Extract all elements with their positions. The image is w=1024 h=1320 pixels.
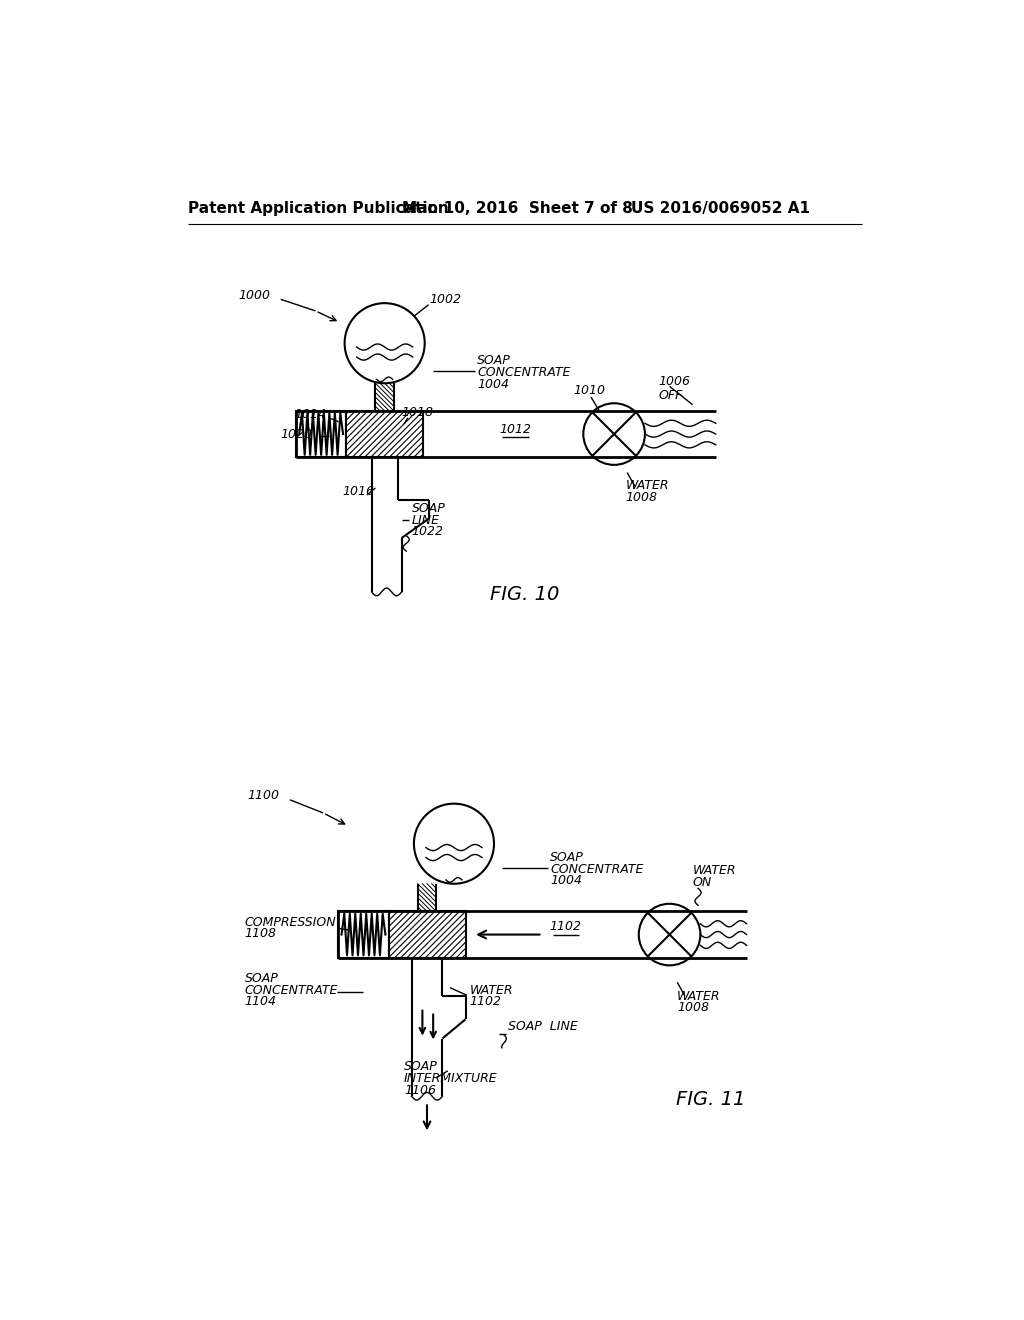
Text: FIG. 10: FIG. 10 <box>490 585 559 603</box>
Text: WATER: WATER <box>692 865 736 878</box>
Text: CONCENTRATE: CONCENTRATE <box>245 983 338 997</box>
Text: WATER: WATER <box>677 990 721 1003</box>
Bar <box>339 911 388 958</box>
Text: CONCENTRATE: CONCENTRATE <box>550 862 644 875</box>
Text: 1008: 1008 <box>677 1001 710 1014</box>
Text: 1100: 1100 <box>248 789 280 803</box>
Text: 1108: 1108 <box>245 927 276 940</box>
Text: LINE: LINE <box>412 513 439 527</box>
Text: SOAP: SOAP <box>550 851 584 865</box>
Text: COMPRESSION: COMPRESSION <box>245 916 336 929</box>
Text: 1000: 1000 <box>239 289 270 302</box>
Text: 1002: 1002 <box>429 293 462 306</box>
Text: Mar. 10, 2016  Sheet 7 of 8: Mar. 10, 2016 Sheet 7 of 8 <box>401 201 633 216</box>
Text: Patent Application Publication: Patent Application Publication <box>188 201 450 216</box>
Text: 1106: 1106 <box>403 1084 436 1097</box>
Text: 1006: 1006 <box>658 375 690 388</box>
Text: 1012: 1012 <box>500 422 531 436</box>
Text: SOAP: SOAP <box>245 972 279 985</box>
Text: 1014: 1014 <box>295 408 327 421</box>
Text: 1008: 1008 <box>626 491 657 504</box>
Text: OFF: OFF <box>658 389 682 403</box>
Text: SOAP: SOAP <box>477 354 511 367</box>
Text: 1018: 1018 <box>401 407 433 418</box>
Text: US 2016/0069052 A1: US 2016/0069052 A1 <box>631 201 810 216</box>
Text: 1020: 1020 <box>281 428 312 441</box>
Text: 1016: 1016 <box>342 484 375 498</box>
Text: ON: ON <box>692 875 712 888</box>
Bar <box>346 411 423 457</box>
Bar <box>296 411 346 457</box>
Text: 1104: 1104 <box>245 995 276 1008</box>
Text: INTERMIXTURE: INTERMIXTURE <box>403 1072 498 1085</box>
Text: FIG. 11: FIG. 11 <box>676 1090 745 1109</box>
Text: 1102: 1102 <box>469 995 502 1008</box>
Text: 1022: 1022 <box>412 525 443 539</box>
Bar <box>388 911 466 958</box>
Text: 1004: 1004 <box>477 378 509 391</box>
Text: SOAP: SOAP <box>412 502 445 515</box>
Text: CONCENTRATE: CONCENTRATE <box>477 366 570 379</box>
Text: WATER: WATER <box>626 479 669 492</box>
Text: 1102: 1102 <box>550 920 582 933</box>
Text: 1004: 1004 <box>550 874 583 887</box>
Text: 1010: 1010 <box>573 384 605 397</box>
Text: SOAP: SOAP <box>403 1060 437 1073</box>
Text: SOAP  LINE: SOAP LINE <box>508 1020 578 1034</box>
Text: WATER: WATER <box>469 983 513 997</box>
